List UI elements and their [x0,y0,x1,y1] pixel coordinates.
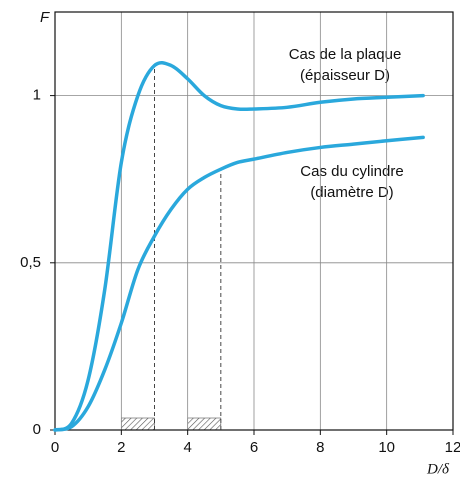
line-series [53,135,425,432]
hatched-range [121,417,155,431]
x-tick-label: 8 [316,439,324,456]
y-tick-label: 0 [33,421,41,438]
y-axis-label: F [40,9,50,26]
annotation: Cas du cylindre [300,163,403,180]
y-tick-label: 0,5 [20,254,41,271]
x-tick-label: 10 [378,439,395,456]
plot-frame [54,11,454,431]
annotation: Cas de la plaque [289,46,402,63]
x-tick-label: 2 [117,439,125,456]
x-tick-label: 4 [183,439,191,456]
annotation: (épaisseur D) [300,67,390,84]
x-tick-label: 12 [445,439,460,456]
hatched-range [187,417,222,431]
line-series [53,60,425,432]
x-tick-label: 0 [51,439,59,456]
x-axis-label: D/δ [426,461,450,477]
annotation: (diamètre D) [310,184,393,201]
y-tick-label: 1 [33,87,41,104]
x-tick-label: 6 [250,439,258,456]
